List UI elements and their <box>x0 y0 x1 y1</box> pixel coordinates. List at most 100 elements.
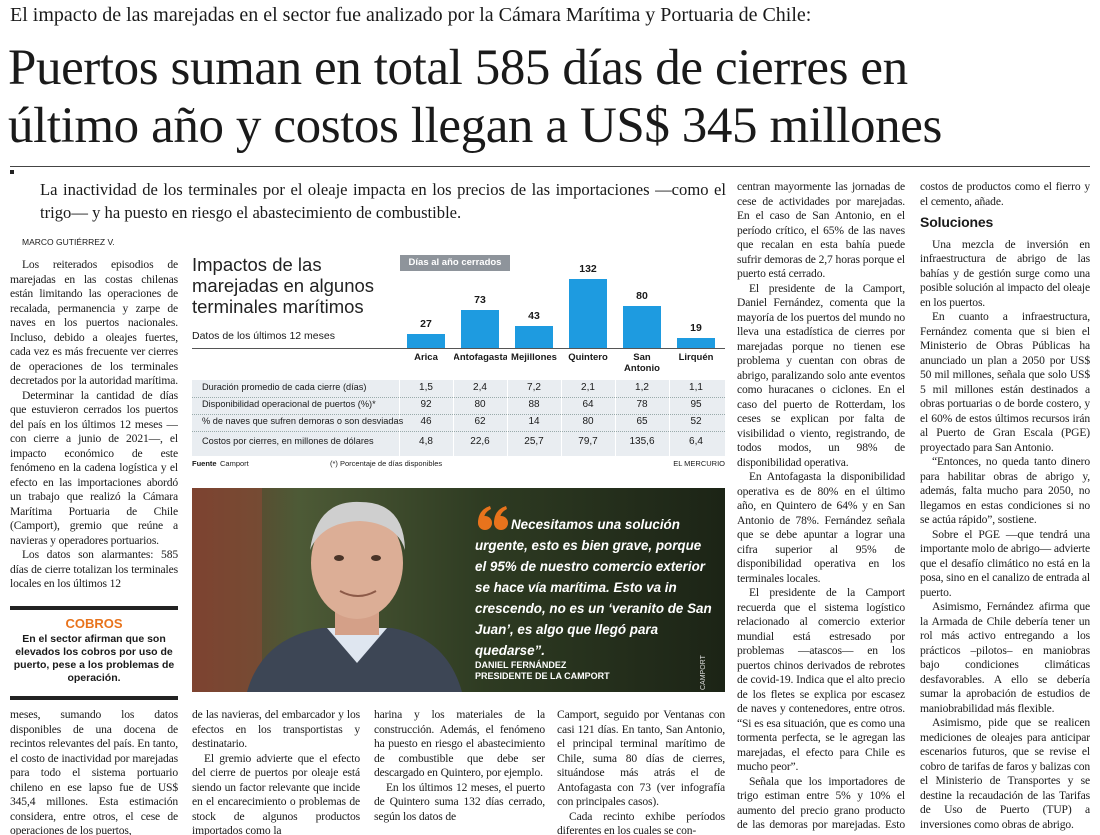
bullet <box>10 170 14 174</box>
category-label: Arica <box>414 352 438 363</box>
bar <box>407 333 445 348</box>
kicker: El impacto de las marejadas en el sector… <box>10 4 812 26</box>
sidebar: COBROS En el sector afirman que son elev… <box>10 606 178 700</box>
table-cell: 7,2 <box>527 382 541 393</box>
bar-label: 19 <box>690 322 702 335</box>
table-cell: 6,4 <box>689 436 703 447</box>
column-divider <box>561 350 562 456</box>
table-cell: 95 <box>690 399 702 410</box>
paragraph: Una mezcla de inversión en infraestructu… <box>920 237 1090 309</box>
table-cell: 80 <box>474 399 486 410</box>
row-divider <box>192 414 725 415</box>
paragraph: Camport, seguido por Ventanas con casi 1… <box>557 708 725 808</box>
table-cell: 1,5 <box>419 382 433 393</box>
paragraph: centran mayormente las jornadas de cese … <box>737 180 905 280</box>
table-cell: 135,6 <box>629 436 655 447</box>
category-label: Quintero <box>568 352 608 363</box>
bar-label: 132 <box>579 263 597 276</box>
column-divider <box>399 350 400 456</box>
headline: Puertos suman en total 585 días de cierr… <box>8 40 908 96</box>
bar <box>569 279 607 348</box>
paragraph: El presidente de la Camport, Daniel Fern… <box>737 281 905 469</box>
table-cell: 92 <box>420 399 432 410</box>
table-cell: 2,1 <box>581 382 595 393</box>
table-cell: 46 <box>420 416 432 427</box>
text-column: centran mayormente las jornadas de cese … <box>737 180 905 835</box>
column-divider <box>453 350 454 456</box>
text-column: costos de productos como el fierro y el … <box>920 180 1090 835</box>
column-divider <box>507 350 508 456</box>
paragraph: meses, sumando los datos disponibles de … <box>10 708 178 835</box>
column-divider <box>615 350 616 456</box>
paragraph: Sobre el PGE —que tendrá una importante … <box>920 527 1090 599</box>
category-label: Antofagasta <box>453 352 508 363</box>
table-cell: 79,7 <box>578 436 598 447</box>
source: Camport <box>220 459 249 468</box>
infographic: Impactos de las marejadas en algunos ter… <box>192 250 725 472</box>
table-cell: 25,7 <box>524 436 544 447</box>
text-column: meses, sumando los datos disponibles de … <box>10 708 178 835</box>
bar-label: 73 <box>474 294 486 307</box>
table-cell: 1,1 <box>689 382 703 393</box>
row-label: Disponibilidad operacional de puertos (%… <box>202 399 376 409</box>
row-divider <box>192 431 725 432</box>
bar-label: 43 <box>528 309 540 322</box>
sidebar-title: COBROS <box>65 616 123 631</box>
subheading: Soluciones <box>920 214 994 230</box>
bar-label: 27 <box>420 317 432 330</box>
text-column: Los reiterados episodios de marejadas en… <box>10 258 178 594</box>
paragraph: “Entonces, no queda tanto dinero para ha… <box>920 455 1090 526</box>
paragraph: Determinar la cantidad de días que estuv… <box>10 388 178 547</box>
table-bg <box>192 380 725 456</box>
legend: Días al año cerrados <box>400 255 510 271</box>
table-cell: 52 <box>690 416 702 427</box>
table-cell: 80 <box>582 416 594 427</box>
text-column: Camport, seguido por Ventanas con casi 1… <box>557 708 725 835</box>
paragraph: Los reiterados episodios de marejadas en… <box>10 258 178 387</box>
bar <box>677 338 715 348</box>
table-cell: 65 <box>636 416 648 427</box>
row-label: % de naves que sufren demoras o son desv… <box>202 416 404 426</box>
table-cell: 22,6 <box>470 436 490 447</box>
note: (*) Porcentaje de días disponibles <box>330 459 443 468</box>
category-label: Lirquén <box>678 352 714 363</box>
table-cell: 62 <box>474 416 486 427</box>
table-cell: 88 <box>528 399 540 410</box>
deck: La inactividad de los terminales por el … <box>40 180 726 222</box>
photo-image <box>192 488 725 692</box>
bar <box>461 310 499 348</box>
row-divider <box>192 397 725 398</box>
table-cell: 78 <box>636 399 648 410</box>
table-cell: 2,4 <box>473 382 487 393</box>
table-cell: 1,2 <box>635 382 649 393</box>
paragraph: Asimismo, pide que se realicen medicione… <box>920 716 1090 831</box>
paragraph: Cada recinto exhibe períodos diferentes … <box>557 809 725 835</box>
photo <box>192 488 725 692</box>
category-label: San Antonio <box>624 352 660 374</box>
quote: Necesitamos una solución urgente, esto e… <box>475 517 712 658</box>
text-column: harina y los materiales de la construcci… <box>374 708 545 835</box>
paragraph: En Antofagasta la disponibilidad operati… <box>737 470 905 585</box>
photo-credit: CAMPORT <box>700 655 707 690</box>
row-label: Duración promedio de cada cierre (días) <box>202 382 367 392</box>
quote-name: DANIEL FERNÁNDEZ <box>475 660 567 670</box>
column-divider <box>669 350 670 456</box>
paragraph: El gremio advierte que el efecto del cie… <box>192 751 360 835</box>
rule <box>10 166 1090 167</box>
bar <box>515 325 553 348</box>
paragraph: de las navieras, del embarcador y los ef… <box>192 708 360 750</box>
bar-label: 80 <box>636 290 648 303</box>
paragraph: Los datos son alarmantes: 585 días de ci… <box>10 548 178 590</box>
bar <box>623 306 661 348</box>
table-cell: 64 <box>582 399 594 410</box>
sidebar-text: En el sector afirman que son elevados lo… <box>13 633 175 684</box>
byline: MARCO GUTIÉRREZ V. <box>22 237 115 247</box>
chart-subtitle: Datos de los últimos 12 meses <box>192 330 335 342</box>
paragraph: En los últimos 12 meses, el puerto de Qu… <box>374 780 545 823</box>
category-label: Mejillones <box>511 352 557 363</box>
paragraph: Asimismo, Fernández afirma que la Armada… <box>920 600 1090 715</box>
paragraph: Señala que los importadores de trigo est… <box>737 774 905 835</box>
table-cell: 14 <box>528 416 540 427</box>
paragraph: El presidente de la Camport recuerda que… <box>737 586 905 773</box>
